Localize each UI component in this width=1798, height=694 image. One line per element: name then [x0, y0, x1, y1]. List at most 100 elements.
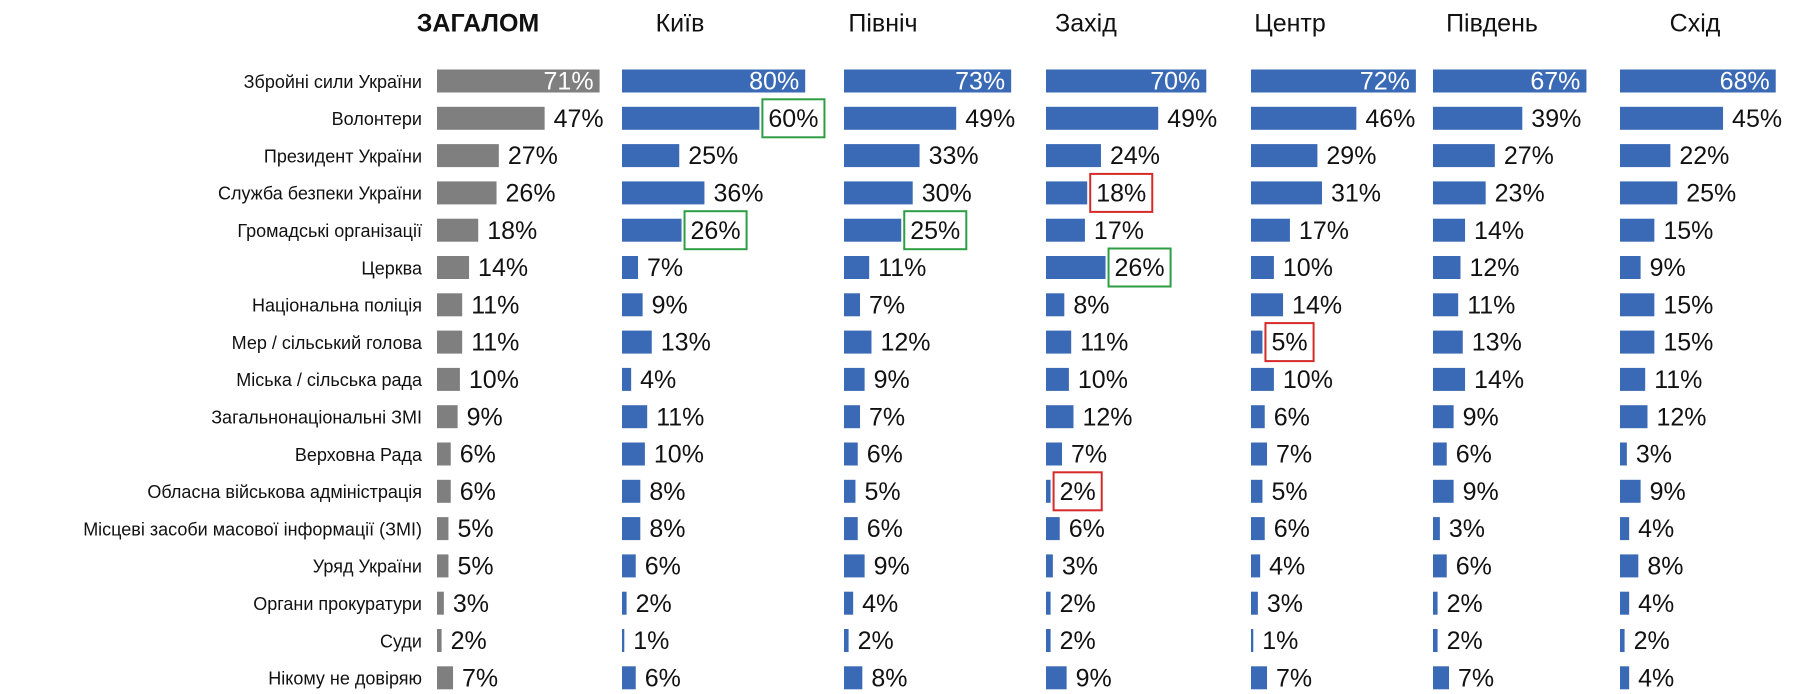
bar — [622, 405, 648, 429]
value-label: 5% — [457, 515, 493, 543]
value-label: 9% — [1463, 403, 1499, 431]
bar — [1046, 479, 1051, 503]
category-label: Національна поліція — [252, 296, 422, 316]
bar — [1433, 405, 1454, 429]
bar — [437, 666, 454, 690]
highlight-box — [1089, 172, 1154, 213]
value-label: 45% — [1732, 105, 1782, 133]
bar — [1620, 405, 1648, 429]
value-label: 4% — [1638, 664, 1674, 692]
panel-title: Центр — [1254, 10, 1326, 38]
value-label: 72% — [1360, 68, 1410, 96]
bar — [1433, 218, 1466, 242]
value-label: 13% — [1472, 329, 1522, 357]
value-label: 70% — [1150, 68, 1200, 96]
bar — [1251, 218, 1290, 242]
value-label: 25% — [910, 217, 960, 245]
value-label: 6% — [645, 553, 681, 581]
bar — [844, 330, 872, 354]
bar — [1251, 442, 1268, 466]
bar — [622, 554, 636, 578]
bar — [1046, 218, 1085, 242]
bar — [622, 181, 705, 205]
value-label: 5% — [864, 478, 900, 506]
category-label: Верховна Рада — [295, 445, 423, 465]
category-label: Органи прокуратури — [253, 594, 422, 614]
value-label: 6% — [867, 515, 903, 543]
bar — [1433, 106, 1523, 130]
value-label: 24% — [1110, 142, 1160, 170]
value-label: 27% — [508, 142, 558, 170]
bar — [1620, 479, 1641, 503]
bar — [1433, 256, 1461, 279]
bar — [1620, 69, 1776, 93]
highlight-box — [1264, 322, 1315, 363]
value-label: 68% — [1720, 68, 1770, 96]
category-label: Церква — [361, 258, 423, 278]
value-label: 26% — [1115, 254, 1165, 282]
bar — [622, 218, 682, 242]
value-label: 71% — [544, 68, 594, 96]
value-label: 14% — [1292, 291, 1342, 319]
bar — [844, 367, 865, 391]
panel-title: Схід — [1670, 10, 1721, 38]
category-label: Загальнонаціональні ЗМІ — [211, 407, 422, 427]
bar — [1433, 330, 1463, 354]
value-label: 12% — [1656, 403, 1706, 431]
bar — [844, 144, 920, 168]
value-label: 25% — [1686, 180, 1736, 208]
bar — [1620, 256, 1641, 279]
bar — [1251, 405, 1265, 429]
bar — [622, 666, 636, 690]
value-label: 11% — [656, 403, 704, 431]
bar — [622, 144, 680, 168]
bar — [844, 256, 870, 279]
value-label: 60% — [768, 105, 818, 133]
bar — [437, 517, 449, 541]
value-label: 6% — [1456, 441, 1492, 469]
value-label: 6% — [1456, 553, 1492, 581]
value-label: 3% — [453, 590, 489, 618]
bar — [1046, 106, 1159, 130]
value-label: 6% — [460, 441, 496, 469]
value-label: 7% — [462, 664, 498, 692]
value-label: 11% — [1080, 329, 1128, 357]
value-label: 2% — [1060, 590, 1096, 618]
bar — [437, 69, 600, 93]
bar — [1046, 293, 1065, 317]
value-label: 5% — [457, 553, 493, 581]
bar — [1046, 181, 1088, 205]
value-label: 3% — [1449, 515, 1485, 543]
panel-title: Північ — [848, 10, 917, 38]
value-label: 11% — [471, 329, 519, 357]
value-label: 9% — [874, 553, 910, 581]
bar — [437, 256, 470, 279]
panel-title: Захід — [1055, 10, 1117, 38]
highlight-box — [761, 98, 826, 139]
bar — [1433, 554, 1447, 578]
value-label: 9% — [652, 291, 688, 319]
bar — [622, 330, 652, 354]
value-label: 9% — [874, 366, 910, 394]
bar — [1433, 69, 1587, 93]
value-label: 1% — [633, 627, 669, 655]
value-label: 15% — [1663, 217, 1713, 245]
bar — [1620, 367, 1646, 391]
bar — [1251, 367, 1274, 391]
bar — [622, 517, 641, 541]
bar — [1433, 144, 1495, 168]
value-label: 11% — [471, 291, 519, 319]
category-label: Мер / сільський голова — [232, 333, 423, 353]
bar — [844, 218, 902, 242]
bar — [1433, 479, 1454, 503]
category-label: Президент України — [264, 146, 422, 166]
bar — [437, 591, 444, 615]
bar — [844, 181, 913, 205]
value-label: 6% — [1274, 515, 1310, 543]
value-label: 39% — [1531, 105, 1581, 133]
value-label: 4% — [1638, 590, 1674, 618]
bar — [1251, 554, 1261, 578]
bar — [437, 442, 451, 466]
value-label: 8% — [649, 478, 685, 506]
value-label: 18% — [487, 217, 537, 245]
